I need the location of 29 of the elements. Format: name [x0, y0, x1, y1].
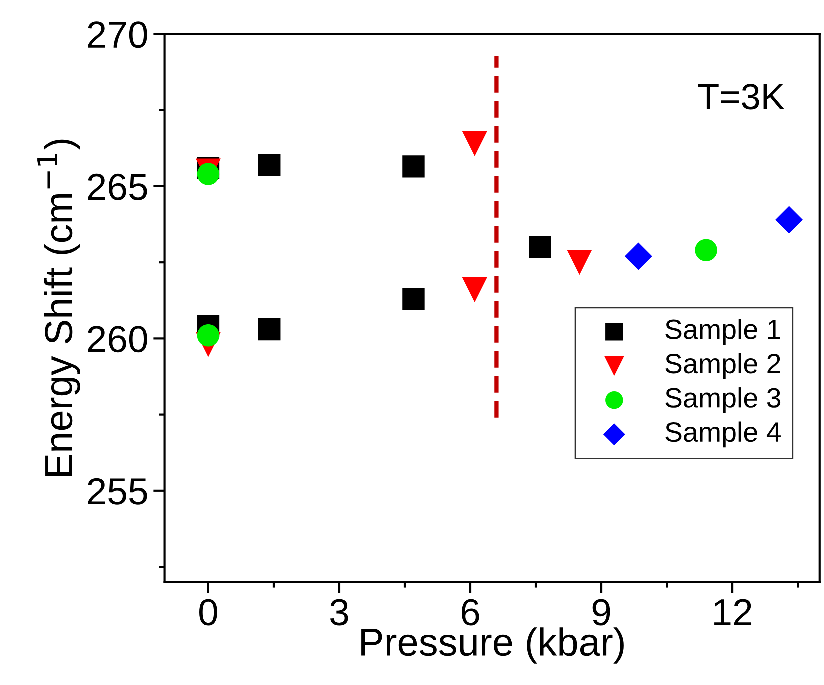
- y-tick-label: 255: [88, 478, 148, 505]
- y-axis-title: Energy Shift (cm$^{−1}$): [38, 140, 80, 476]
- legend-label: Sample 1: [666, 319, 780, 345]
- y-tick-label: 260: [88, 326, 148, 353]
- x-tick-label: 0: [200, 599, 218, 626]
- x-tick-label: 3: [330, 599, 348, 626]
- x-axis-title: Pressure (kbar): [362, 628, 624, 664]
- point: [695, 239, 718, 262]
- annotation: T=3K: [698, 84, 785, 110]
- point: [402, 288, 425, 310]
- point: [402, 156, 425, 178]
- legend-label: Sample 3: [666, 388, 781, 414]
- point: [258, 318, 281, 341]
- point: [197, 324, 220, 347]
- y-tick-label: 270: [88, 22, 148, 48]
- point: [462, 131, 488, 156]
- point: [567, 250, 592, 276]
- point: [258, 154, 281, 176]
- point: [624, 242, 652, 270]
- point: [529, 236, 552, 258]
- x-tick-label: 6: [462, 599, 480, 626]
- point: [197, 163, 220, 186]
- y-tick-label: 265: [88, 174, 148, 200]
- x-tick-label: 12: [714, 599, 752, 626]
- point: [462, 277, 488, 302]
- legend-label: Sample 2: [666, 353, 780, 380]
- x-tick-label: 9: [592, 599, 610, 626]
- point: [776, 206, 804, 234]
- legend-label: Sample 4: [666, 422, 781, 448]
